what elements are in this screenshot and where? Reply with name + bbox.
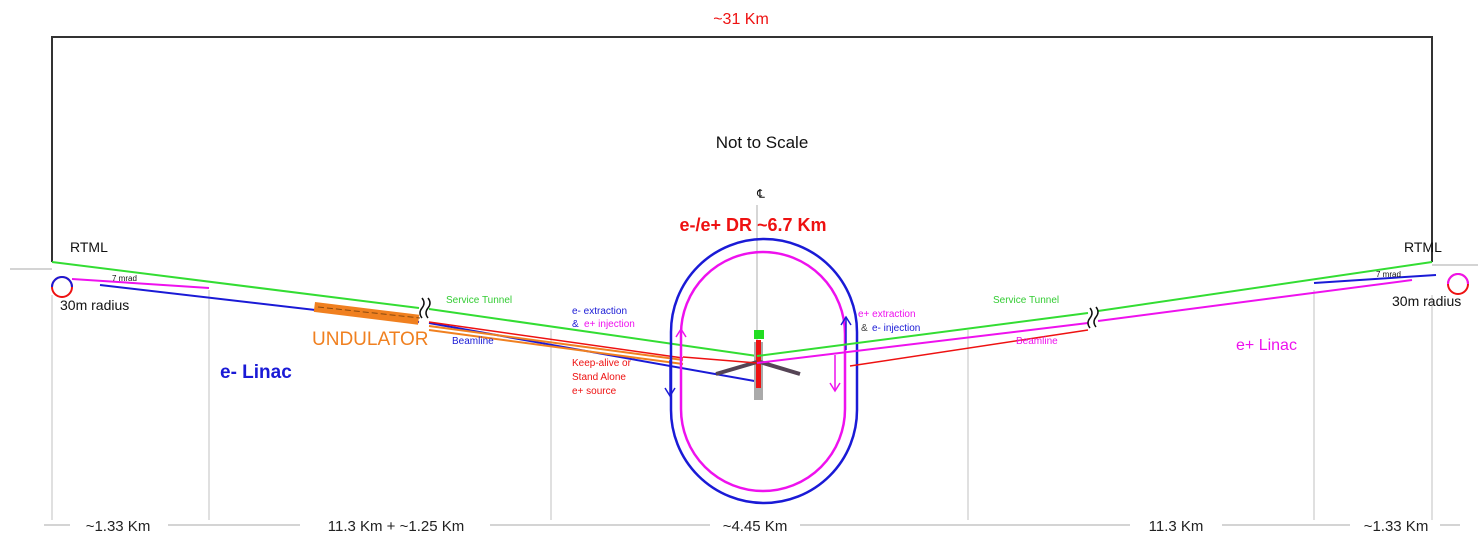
source-green-box [754, 330, 764, 339]
dimension-label-3: ~4.45 Km [723, 518, 788, 535]
dimension-label-4: 11.3 Km [1149, 518, 1204, 535]
eplus-injection-label: e+ injection [584, 319, 635, 330]
keep-alive-line [428, 321, 684, 359]
dimension-label-1: ~1.33 Km [86, 518, 151, 535]
eplus-linac-beamline [1097, 279, 1413, 322]
rtml-left-label: RTML [70, 239, 108, 255]
eplus-extraction-label: e+ extraction [858, 309, 916, 320]
radius-left-label: 30m radius [60, 297, 129, 313]
dimension-label-2: 11.3 Km + ~1.25 Km [328, 518, 464, 535]
source-red-column [756, 340, 761, 388]
undulator-label: UNDULATOR [312, 329, 428, 350]
e-extraction-amp: & [572, 319, 579, 330]
eminus-injection-label: e- injection [872, 323, 920, 334]
rtml-left-positron-line [71, 278, 210, 289]
mrad-left-label: 7 mrad [112, 274, 137, 283]
mrad-right-label: 7 mrad [1376, 270, 1401, 279]
service-tunnel-left-inner [428, 308, 758, 357]
e-linac-label: e- Linac [220, 362, 292, 383]
overall-length-frame [51, 36, 1433, 262]
break-symbol-left-1 [419, 297, 425, 319]
undulator-transport-2 [428, 329, 684, 365]
total-length-label: ~31 Km [713, 11, 769, 28]
keep-alive-label-2: Stand Alone [572, 372, 626, 383]
rtml-right-electron-line [1313, 274, 1437, 284]
eplus-linac-label: e+ Linac [1236, 337, 1297, 354]
eplus-extraction-amp: & [861, 323, 868, 334]
keep-alive-label-1: Keep-alive or [572, 358, 632, 369]
service-tunnel-left-label: Service Tunnel [446, 295, 512, 306]
rtml-loop-right-arc [1447, 273, 1469, 285]
rtml-loop-left-arc [51, 276, 73, 288]
radius-right-label: 30m radius [1392, 293, 1461, 309]
dimension-extension-lines [51, 290, 1433, 520]
e-extraction-label: e- extraction [572, 306, 627, 317]
break-symbol-left-2 [425, 297, 431, 319]
source-arm-left [715, 360, 758, 376]
keep-alive-injection [682, 356, 758, 364]
damping-ring-label: e-/e+ DR ~6.7 Km [679, 215, 826, 235]
eplus-extraction-beamline [756, 322, 1089, 364]
break-symbol-right-2 [1093, 306, 1099, 328]
beamline-left-label: Beamline [452, 336, 494, 347]
rtml-right-label: RTML [1404, 239, 1442, 255]
positron-transport-line [849, 329, 1089, 367]
ring-direction-arrows [664, 315, 852, 398]
keep-alive-label-3: e+ source [572, 386, 617, 397]
undulator-transport-1 [428, 325, 684, 361]
beamline-right-label: Beamline [1016, 336, 1058, 347]
break-symbol-right-1 [1087, 307, 1093, 329]
source-arm-right [759, 360, 801, 376]
service-tunnel-right-outer [1097, 261, 1433, 312]
dimension-label-5: ~1.33 Km [1364, 518, 1429, 535]
service-tunnel-left-outer [51, 261, 420, 309]
service-tunnel-right-inner [756, 312, 1089, 357]
centerline-symbol: ℄ [756, 187, 765, 201]
not-to-scale-label: Not to Scale [716, 133, 809, 152]
undulator-inner-line [317, 306, 421, 319]
damping-ring-positron [679, 250, 847, 493]
service-tunnel-right-label: Service Tunnel [993, 295, 1059, 306]
undulator-block [313, 301, 420, 325]
damping-ring-electron [669, 237, 859, 505]
